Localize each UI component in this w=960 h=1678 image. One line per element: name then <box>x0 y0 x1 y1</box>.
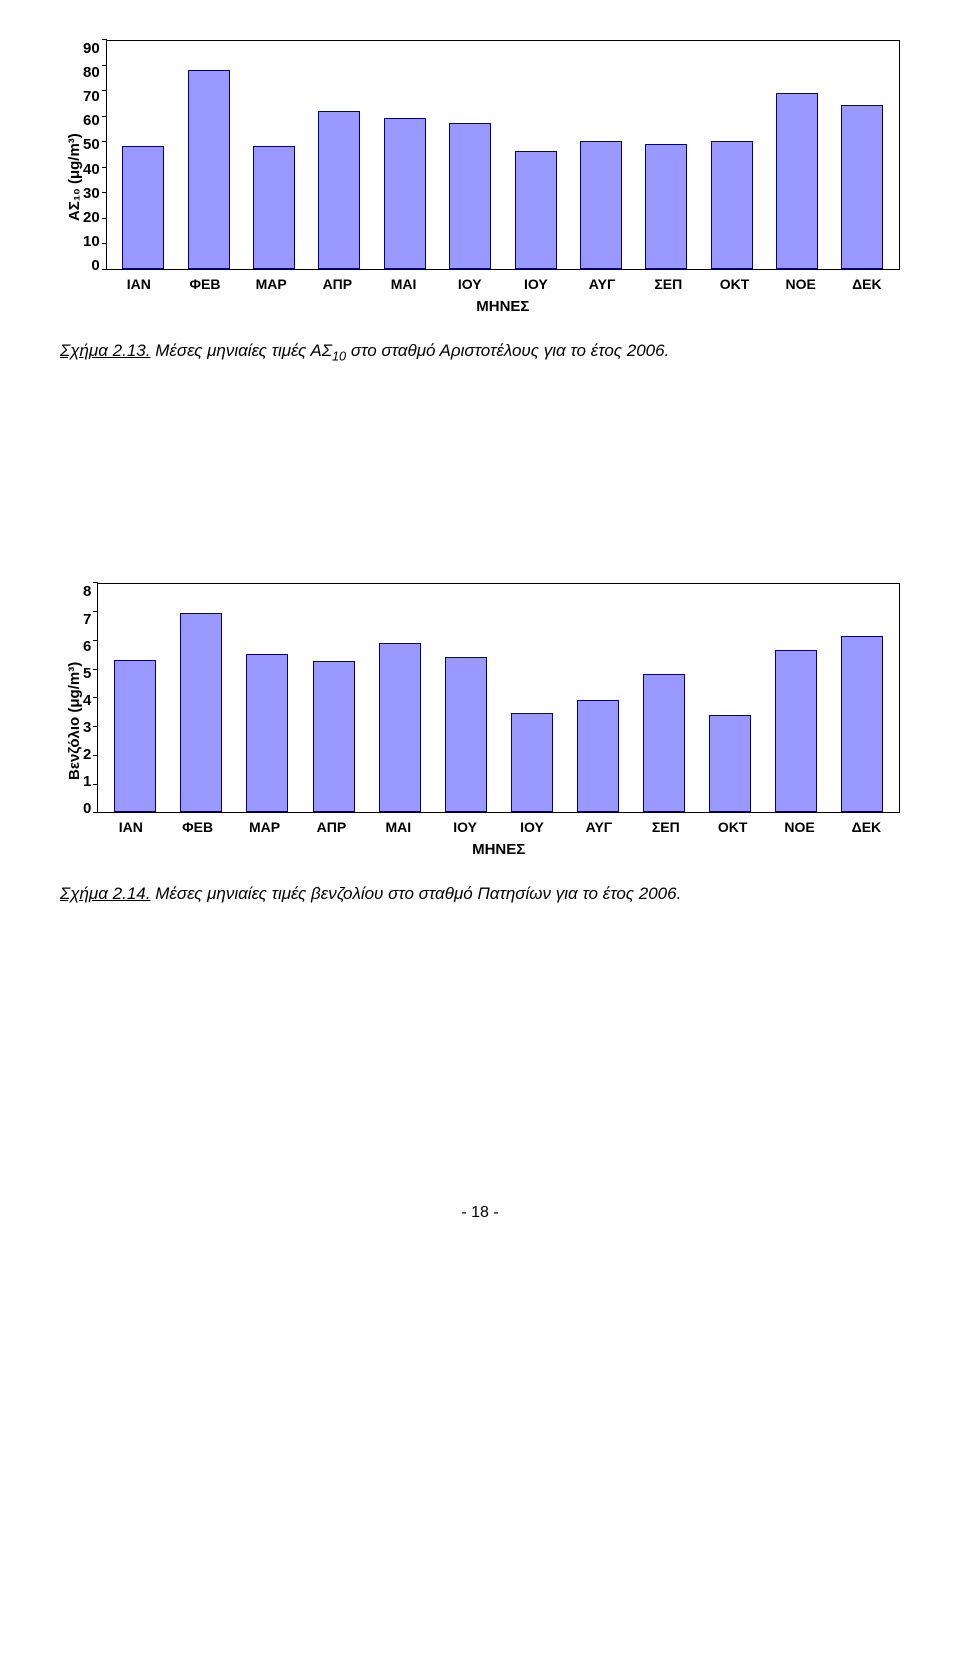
xtick: ΝΟΕ <box>780 276 822 292</box>
ytick: 2 <box>83 746 91 763</box>
caption1-tail: στο σταθμό Αριστοτέλους για το έτος 2006… <box>346 341 669 360</box>
ytick: 5 <box>83 665 91 682</box>
xtick: ΜΑΡ <box>244 819 286 835</box>
bar <box>384 118 426 269</box>
bar <box>114 660 156 812</box>
bar <box>709 715 751 813</box>
bar <box>645 144 687 269</box>
xtick: ΝΟΕ <box>779 819 821 835</box>
chart-as10: ΑΣ₁₀ (μg/m³) 90 80 70 60 50 40 30 20 10 0 ΙΑΝ ΦΕΒ Μ… <box>60 40 900 363</box>
bar <box>577 700 619 812</box>
xtick: ΙΟΥ <box>515 276 557 292</box>
caption1-sub: 10 <box>332 348 346 363</box>
ytick: 4 <box>83 692 91 709</box>
xtick: ΜΑΡ <box>250 276 292 292</box>
bar <box>445 657 487 812</box>
chart2-area: Βενζόλιο (μg/m³) 8 7 6 5 4 3 2 1 0 ΙΑΝ ΦΕΒ ΜΑΡ ΑΠΡ Μ… <box>60 583 900 858</box>
xtick: ΦΕΒ <box>184 276 226 292</box>
ytick: 70 <box>83 88 100 105</box>
caption1-rest: Μέσες μηνιαίες τιμές ΑΣ <box>150 341 331 360</box>
caption2-prefix: Σχήμα 2.14. <box>60 884 150 903</box>
caption1-prefix: Σχήμα 2.13. <box>60 341 150 360</box>
xtick: ΟΚΤ <box>712 819 754 835</box>
caption-1: Σχήμα 2.13. Μέσες μηνιαίες τιμές ΑΣ10 στ… <box>60 341 900 363</box>
bar <box>188 70 230 269</box>
bar <box>253 146 295 269</box>
bar <box>379 643 421 813</box>
bar <box>711 141 753 269</box>
bar <box>643 674 685 812</box>
ytick: 80 <box>83 64 100 81</box>
xtick: ΜΑΙ <box>377 819 419 835</box>
xtick: ΔΕΚ <box>845 819 887 835</box>
ytick: 50 <box>83 136 100 153</box>
chart2-plot <box>97 583 900 813</box>
bar <box>776 93 818 269</box>
bar <box>318 111 360 269</box>
ytick: 90 <box>83 40 100 57</box>
ytick: 6 <box>83 638 91 655</box>
ytick: 20 <box>83 209 100 226</box>
xtick: ΑΠΡ <box>310 819 352 835</box>
page-number: - 18 - <box>60 1204 900 1222</box>
bar <box>246 654 288 812</box>
xtick: ΟΚΤ <box>713 276 755 292</box>
chart2-yaxis: 8 7 6 5 4 3 2 1 0 <box>83 583 97 817</box>
bar <box>841 105 883 269</box>
ytick: 1 <box>83 773 91 790</box>
caption2-rest: Μέσες μηνιαίες τιμές βενζολίου στο σταθμ… <box>150 884 681 903</box>
chart1-yaxis: 90 80 70 60 50 40 30 20 10 0 <box>83 40 106 274</box>
bar <box>511 713 553 812</box>
xtick: ΣΕΠ <box>645 819 687 835</box>
xtick: ΙΑΝ <box>110 819 152 835</box>
ytick: 40 <box>83 161 100 178</box>
chart1-xlabel: ΜΗΝΕΣ <box>106 298 900 315</box>
xtick: ΑΥΓ <box>578 819 620 835</box>
chart2-xlabel: ΜΗΝΕΣ <box>97 841 900 858</box>
ytick: 8 <box>83 583 91 600</box>
bar <box>449 123 491 269</box>
bar <box>580 141 622 269</box>
xtick: ΑΠΡ <box>316 276 358 292</box>
chart1-xaxis: ΙΑΝ ΦΕΒ ΜΑΡ ΑΠΡ ΜΑΙ ΙΟΥ ΙΟΥ ΑΥΓ ΣΕΠ ΟΚΤ ΝΟΕ ΔΕΚ <box>106 276 900 292</box>
chart2-xaxis: ΙΑΝ ΦΕΒ ΜΑΡ ΑΠΡ ΜΑΙ ΙΟΥ ΙΟΥ ΑΥΓ ΣΕΠ ΟΚΤ ΝΟΕ ΔΕΚ <box>97 819 900 835</box>
xtick: ΔΕΚ <box>846 276 888 292</box>
ytick: 10 <box>83 233 100 250</box>
xtick: ΜΑΙ <box>383 276 425 292</box>
chart2-ylabel: Βενζόλιο (μg/m³) <box>60 583 83 858</box>
caption-2: Σχήμα 2.14. Μέσες μηνιαίες τιμές βενζολί… <box>60 884 900 904</box>
ytick: 60 <box>83 112 100 129</box>
xtick: ΙΟΥ <box>444 819 486 835</box>
ytick: 0 <box>83 800 91 817</box>
ytick: 0 <box>83 257 100 274</box>
ytick: 30 <box>83 185 100 202</box>
xtick: ΦΕΒ <box>177 819 219 835</box>
xtick: ΣΕΠ <box>647 276 689 292</box>
bar <box>841 636 883 813</box>
bar <box>775 650 817 812</box>
xtick: ΙΟΥ <box>449 276 491 292</box>
xtick: ΙΑΝ <box>118 276 160 292</box>
bar <box>313 661 355 812</box>
spacer <box>60 393 900 583</box>
chart1-ylabel: ΑΣ₁₀ (μg/m³) <box>60 40 83 315</box>
bar <box>122 146 164 269</box>
chart1-area: ΑΣ₁₀ (μg/m³) 90 80 70 60 50 40 30 20 10 0 ΙΑΝ ΦΕΒ Μ… <box>60 40 900 315</box>
xtick: ΑΥΓ <box>581 276 623 292</box>
ytick: 7 <box>83 611 91 628</box>
xtick: ΙΟΥ <box>511 819 553 835</box>
ytick: 3 <box>83 719 91 736</box>
chart1-plot <box>106 40 900 270</box>
bar <box>515 151 557 269</box>
bar <box>180 613 222 813</box>
chart-benzene: Βενζόλιο (μg/m³) 8 7 6 5 4 3 2 1 0 ΙΑΝ ΦΕΒ ΜΑΡ ΑΠΡ Μ… <box>60 583 900 904</box>
